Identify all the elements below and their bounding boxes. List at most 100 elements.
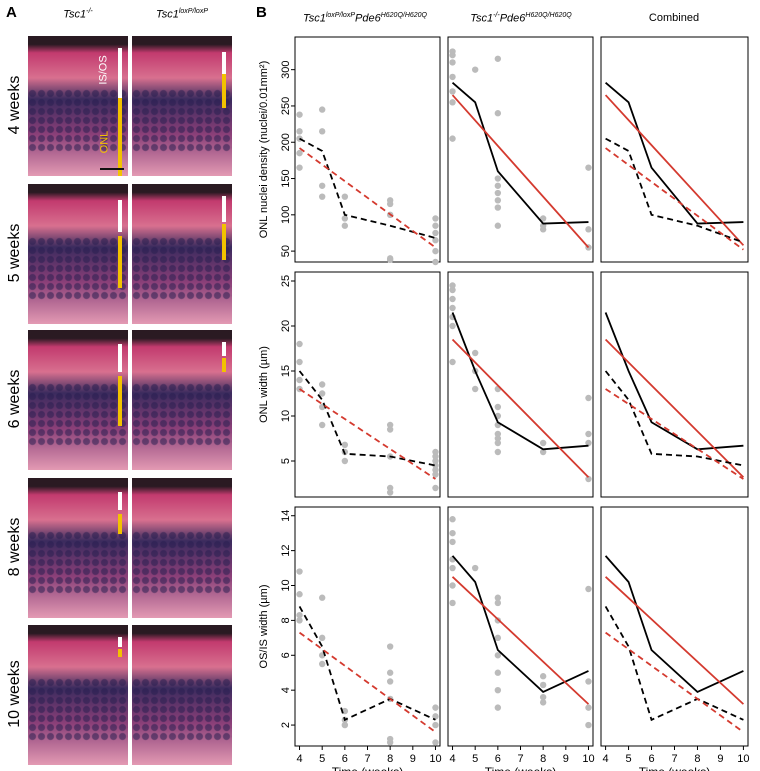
x-tick-label: 8 — [694, 753, 700, 765]
histology-image — [132, 625, 232, 765]
y-tick-label: 8 — [280, 617, 292, 623]
data-point — [432, 704, 439, 711]
data-point — [296, 376, 303, 384]
fit-line — [604, 94, 745, 246]
data-point — [386, 489, 394, 496]
data-point — [539, 673, 547, 680]
x-tick-label: 9 — [563, 753, 569, 765]
x-axis-label: Time (weeks) — [332, 765, 404, 771]
data-point — [494, 686, 502, 694]
nuclei-texture — [28, 678, 128, 742]
nuclei-texture — [28, 383, 128, 447]
panel-b-col1-title: Tsc1loxP/loxPPde6H620Q/H620Q — [302, 12, 428, 25]
data-point — [432, 739, 439, 746]
data-point — [432, 713, 439, 720]
data-point — [539, 699, 547, 706]
plot-frame — [294, 36, 441, 263]
fit-line — [451, 576, 590, 705]
data-point — [296, 340, 303, 348]
data-point — [585, 704, 592, 711]
mean-line — [604, 312, 744, 451]
data-point — [449, 564, 456, 572]
data-point — [432, 237, 439, 244]
y-tick-label: 10 — [280, 410, 292, 422]
isos-bar — [118, 637, 122, 647]
data-point — [449, 59, 456, 66]
isos-bar — [118, 48, 122, 98]
y-tick-label: 15 — [280, 365, 292, 377]
panel-b-col3-title: Combined — [648, 12, 700, 24]
mean-line — [451, 555, 589, 693]
x-tick-label: 7 — [364, 753, 370, 765]
data-point — [585, 721, 592, 729]
data-point — [494, 704, 502, 711]
mean-line — [604, 605, 744, 722]
data-point — [585, 475, 592, 483]
x-tick-label: 6 — [648, 753, 654, 765]
data-point — [386, 256, 394, 264]
isos-bar — [118, 344, 122, 372]
fit-line — [604, 576, 745, 705]
nuclei-texture — [28, 89, 128, 153]
histology-image — [132, 36, 232, 176]
fit-line — [451, 338, 590, 478]
data-point — [341, 193, 349, 200]
data-point — [296, 617, 303, 624]
data-point — [296, 128, 303, 135]
data-point — [386, 678, 394, 685]
y-tick-label: 250 — [280, 97, 292, 115]
data-point — [296, 611, 303, 619]
y-tick-label: 5 — [280, 458, 292, 464]
plot-frame — [600, 36, 749, 263]
mean-line — [605, 82, 744, 225]
fit-line — [298, 631, 437, 733]
data-point — [432, 453, 439, 460]
col2-title-base: Tsc1 — [155, 8, 179, 21]
y-tick-label: 25 — [280, 275, 292, 287]
data-point — [449, 599, 456, 607]
y-axis-label: OS/IS width (µm) — [258, 585, 270, 669]
data-point — [494, 55, 502, 62]
plot-frame — [600, 271, 749, 498]
x-axis-label: Time (weeks) — [639, 765, 711, 771]
y-tick-label: 6 — [280, 652, 292, 658]
x-tick-label: 7 — [671, 753, 677, 765]
fit-line — [605, 631, 744, 733]
histology-image — [28, 478, 128, 618]
mean-line — [299, 137, 436, 239]
data-point — [449, 286, 456, 294]
histology-image — [132, 184, 232, 324]
histology-image: IS/OS ONL — [28, 36, 128, 176]
plot-frame — [600, 506, 749, 747]
fit-line — [298, 147, 437, 249]
data-point — [449, 88, 456, 95]
data-point — [386, 484, 394, 492]
col1-title-base: Tsc1 — [63, 8, 87, 21]
mean-line — [451, 312, 589, 451]
data-point — [494, 430, 502, 438]
plot-frame — [447, 271, 594, 498]
data-point — [494, 197, 502, 204]
data-point — [449, 282, 456, 289]
onl-bar — [118, 376, 122, 426]
panel-b-letter: B — [256, 4, 267, 21]
data-point — [318, 594, 326, 601]
y-axis-label: ONL width (µm) — [258, 346, 270, 423]
data-point — [494, 448, 502, 456]
panel-a-col1-title: Tsc1-/- — [63, 8, 93, 21]
data-point — [432, 462, 439, 469]
y-tick-label: 2 — [280, 722, 292, 728]
onl-bar — [222, 358, 226, 372]
data-point — [471, 66, 479, 73]
x-tick-label: 10 — [737, 753, 749, 765]
data-point — [296, 358, 303, 366]
x-tick-label: 6 — [342, 753, 348, 765]
fit-line — [605, 147, 744, 251]
x-tick-label: 4 — [296, 753, 302, 765]
fit-line — [604, 338, 745, 478]
y-tick-label: 12 — [280, 544, 292, 556]
data-point — [386, 421, 394, 429]
mean-line — [451, 82, 589, 225]
y-tick-label: 4 — [280, 687, 292, 693]
nuclei-texture — [28, 237, 128, 301]
